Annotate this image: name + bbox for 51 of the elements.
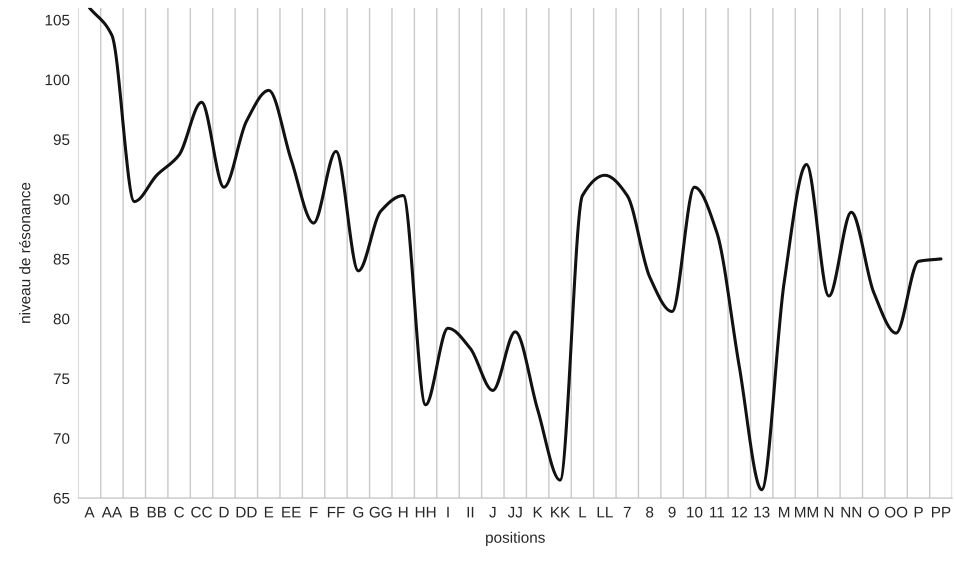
x-tick-label: G <box>353 506 364 518</box>
y-tick-label: 105 <box>46 14 70 26</box>
x-tick-label: J <box>489 506 496 518</box>
x-tick-label: 11 <box>710 506 724 518</box>
x-tick-label: B <box>130 506 139 518</box>
x-tick-label: 7 <box>624 506 631 518</box>
x-tick-label: 8 <box>646 506 654 518</box>
x-tick-label: N <box>824 506 834 518</box>
x-tick-label: 10 <box>687 506 702 518</box>
x-tick-label: P <box>914 506 923 518</box>
x-tick-label: CC <box>191 506 212 518</box>
x-tick-label: HH <box>416 506 436 518</box>
y-tick-label: 85 <box>54 254 70 265</box>
x-tick-label: MM <box>795 506 818 518</box>
x-tick-label: 9 <box>668 506 676 518</box>
x-axis-title: positions <box>486 532 545 546</box>
y-tick-label: 75 <box>54 373 70 384</box>
x-tick-label: LL <box>598 506 613 518</box>
x-tick-label: PP <box>932 506 950 518</box>
x-tick-label: D <box>220 506 229 518</box>
x-tick-label: OO <box>884 506 908 518</box>
x-tick-label: II <box>468 506 474 518</box>
x-tick-label: E <box>264 506 274 518</box>
x-tick-label: 12 <box>732 506 748 518</box>
x-tick-label: K <box>534 506 543 518</box>
y-tick-label: 100 <box>46 74 70 86</box>
x-tick-label: L <box>579 506 586 518</box>
x-tick-label: M <box>778 506 790 518</box>
y-tick-label: 70 <box>54 433 70 444</box>
line-series <box>88 8 942 492</box>
x-tick-label: AA <box>102 506 122 518</box>
x-tick-label: EE <box>282 506 301 518</box>
x-tick-label: DD <box>236 506 257 518</box>
y-axis-title: niveau de résonance <box>18 182 30 323</box>
y-tick-label: 80 <box>54 314 70 324</box>
x-tick-label: NN <box>842 506 862 518</box>
x-tick-label: I <box>447 506 449 518</box>
x-tick-label: FF <box>328 506 345 518</box>
x-tick-label: GG <box>370 506 392 518</box>
x-tick-label: H <box>398 506 408 518</box>
y-tick-label: 90 <box>54 194 70 205</box>
x-tick-label: BB <box>148 506 166 518</box>
x-tick-label: A <box>84 506 95 518</box>
x-tick-label: F <box>310 506 318 518</box>
x-tick-label: C <box>174 506 184 518</box>
y-tick-label: 65 <box>54 492 70 504</box>
x-tick-label: O <box>868 506 879 518</box>
x-tick-label: JJ <box>508 506 522 518</box>
x-tick-label: 13 <box>754 506 770 518</box>
x-tick-label: KK <box>551 506 570 518</box>
y-tick-label: 95 <box>54 134 70 146</box>
